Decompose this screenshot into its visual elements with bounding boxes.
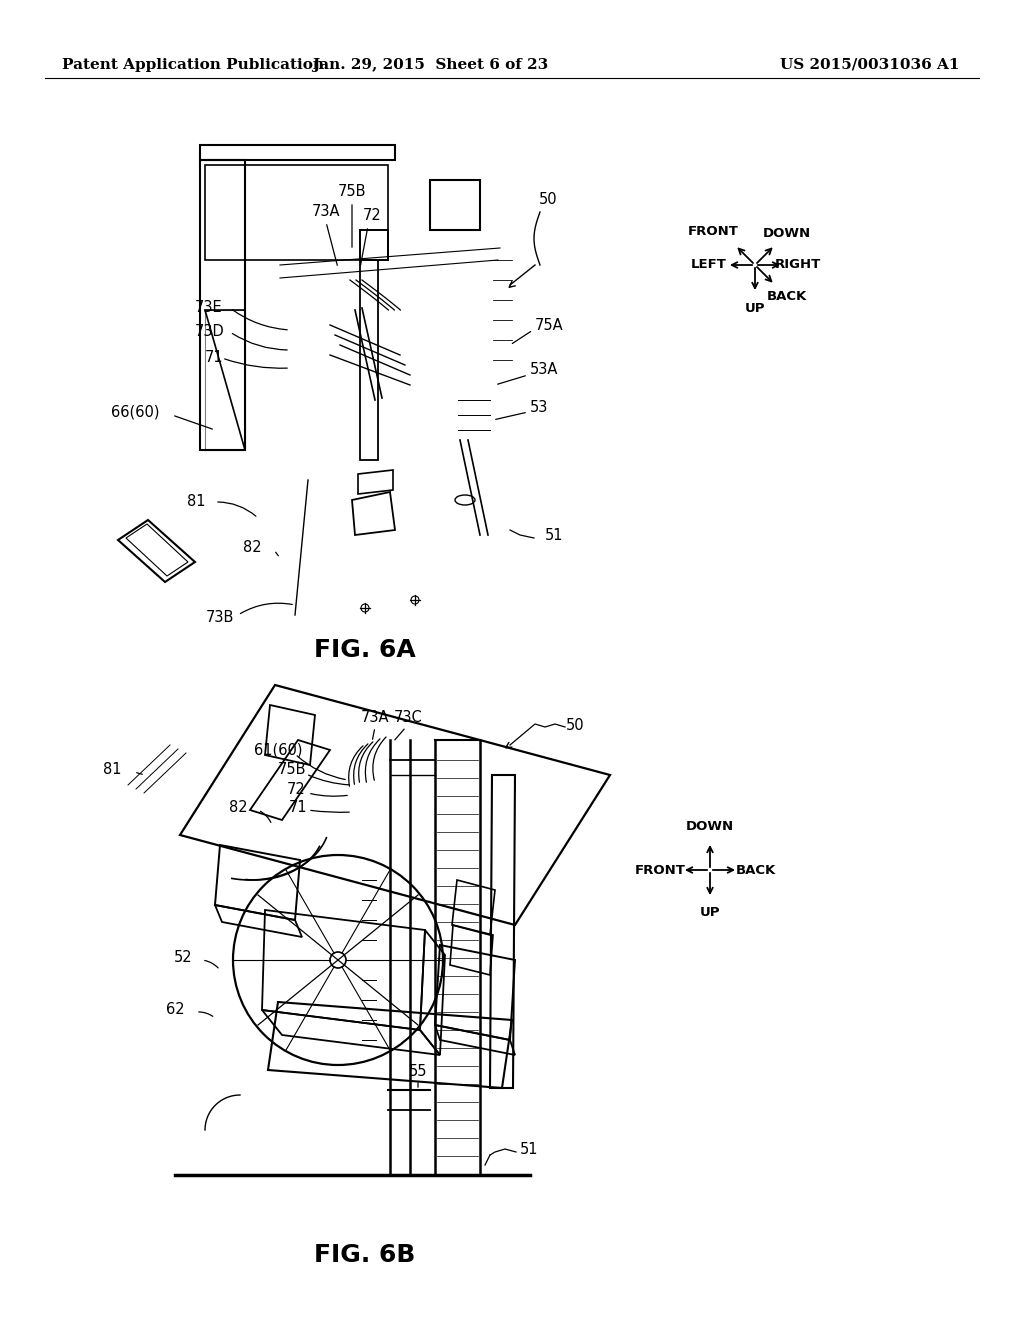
Text: 55: 55 bbox=[409, 1064, 427, 1080]
Text: LEFT: LEFT bbox=[691, 259, 727, 272]
Text: 51: 51 bbox=[520, 1143, 539, 1158]
Text: 72: 72 bbox=[287, 783, 305, 797]
Text: 72: 72 bbox=[362, 209, 381, 223]
Text: FIG. 6A: FIG. 6A bbox=[314, 638, 416, 663]
Text: 75B: 75B bbox=[278, 763, 306, 777]
Text: 73B: 73B bbox=[206, 610, 234, 626]
Text: US 2015/0031036 A1: US 2015/0031036 A1 bbox=[780, 58, 961, 73]
Text: 82: 82 bbox=[244, 540, 262, 556]
Text: UP: UP bbox=[744, 301, 765, 314]
Text: 53: 53 bbox=[530, 400, 549, 416]
Text: UP: UP bbox=[699, 907, 720, 920]
Text: 75B: 75B bbox=[338, 185, 367, 199]
Text: 73C: 73C bbox=[393, 710, 422, 726]
Text: 52: 52 bbox=[173, 950, 193, 965]
Text: 81: 81 bbox=[186, 495, 205, 510]
Text: 50: 50 bbox=[539, 193, 557, 207]
Text: 81: 81 bbox=[103, 763, 122, 777]
Text: RIGHT: RIGHT bbox=[775, 259, 821, 272]
Text: 51: 51 bbox=[545, 528, 563, 543]
Text: FRONT: FRONT bbox=[635, 863, 685, 876]
Text: BACK: BACK bbox=[736, 863, 776, 876]
Text: 73E: 73E bbox=[195, 301, 222, 315]
Text: DOWN: DOWN bbox=[763, 227, 811, 240]
Text: 62: 62 bbox=[166, 1002, 185, 1018]
Text: DOWN: DOWN bbox=[686, 821, 734, 833]
Text: 53A: 53A bbox=[530, 363, 558, 378]
Text: 82: 82 bbox=[229, 800, 248, 816]
Text: Jan. 29, 2015  Sheet 6 of 23: Jan. 29, 2015 Sheet 6 of 23 bbox=[312, 58, 548, 73]
Text: 66(60): 66(60) bbox=[112, 404, 160, 420]
Text: 75A: 75A bbox=[535, 318, 563, 333]
Text: 73A: 73A bbox=[360, 710, 389, 726]
Text: 73A: 73A bbox=[311, 205, 340, 219]
Text: FIG. 6B: FIG. 6B bbox=[314, 1243, 416, 1267]
Text: FRONT: FRONT bbox=[688, 224, 738, 238]
Text: 71: 71 bbox=[205, 351, 223, 366]
Text: 71: 71 bbox=[289, 800, 307, 816]
Text: Patent Application Publication: Patent Application Publication bbox=[62, 58, 324, 73]
Text: 73D: 73D bbox=[195, 325, 224, 339]
Text: 61(60): 61(60) bbox=[254, 742, 302, 758]
Text: 50: 50 bbox=[565, 718, 585, 733]
Text: BACK: BACK bbox=[767, 290, 807, 304]
